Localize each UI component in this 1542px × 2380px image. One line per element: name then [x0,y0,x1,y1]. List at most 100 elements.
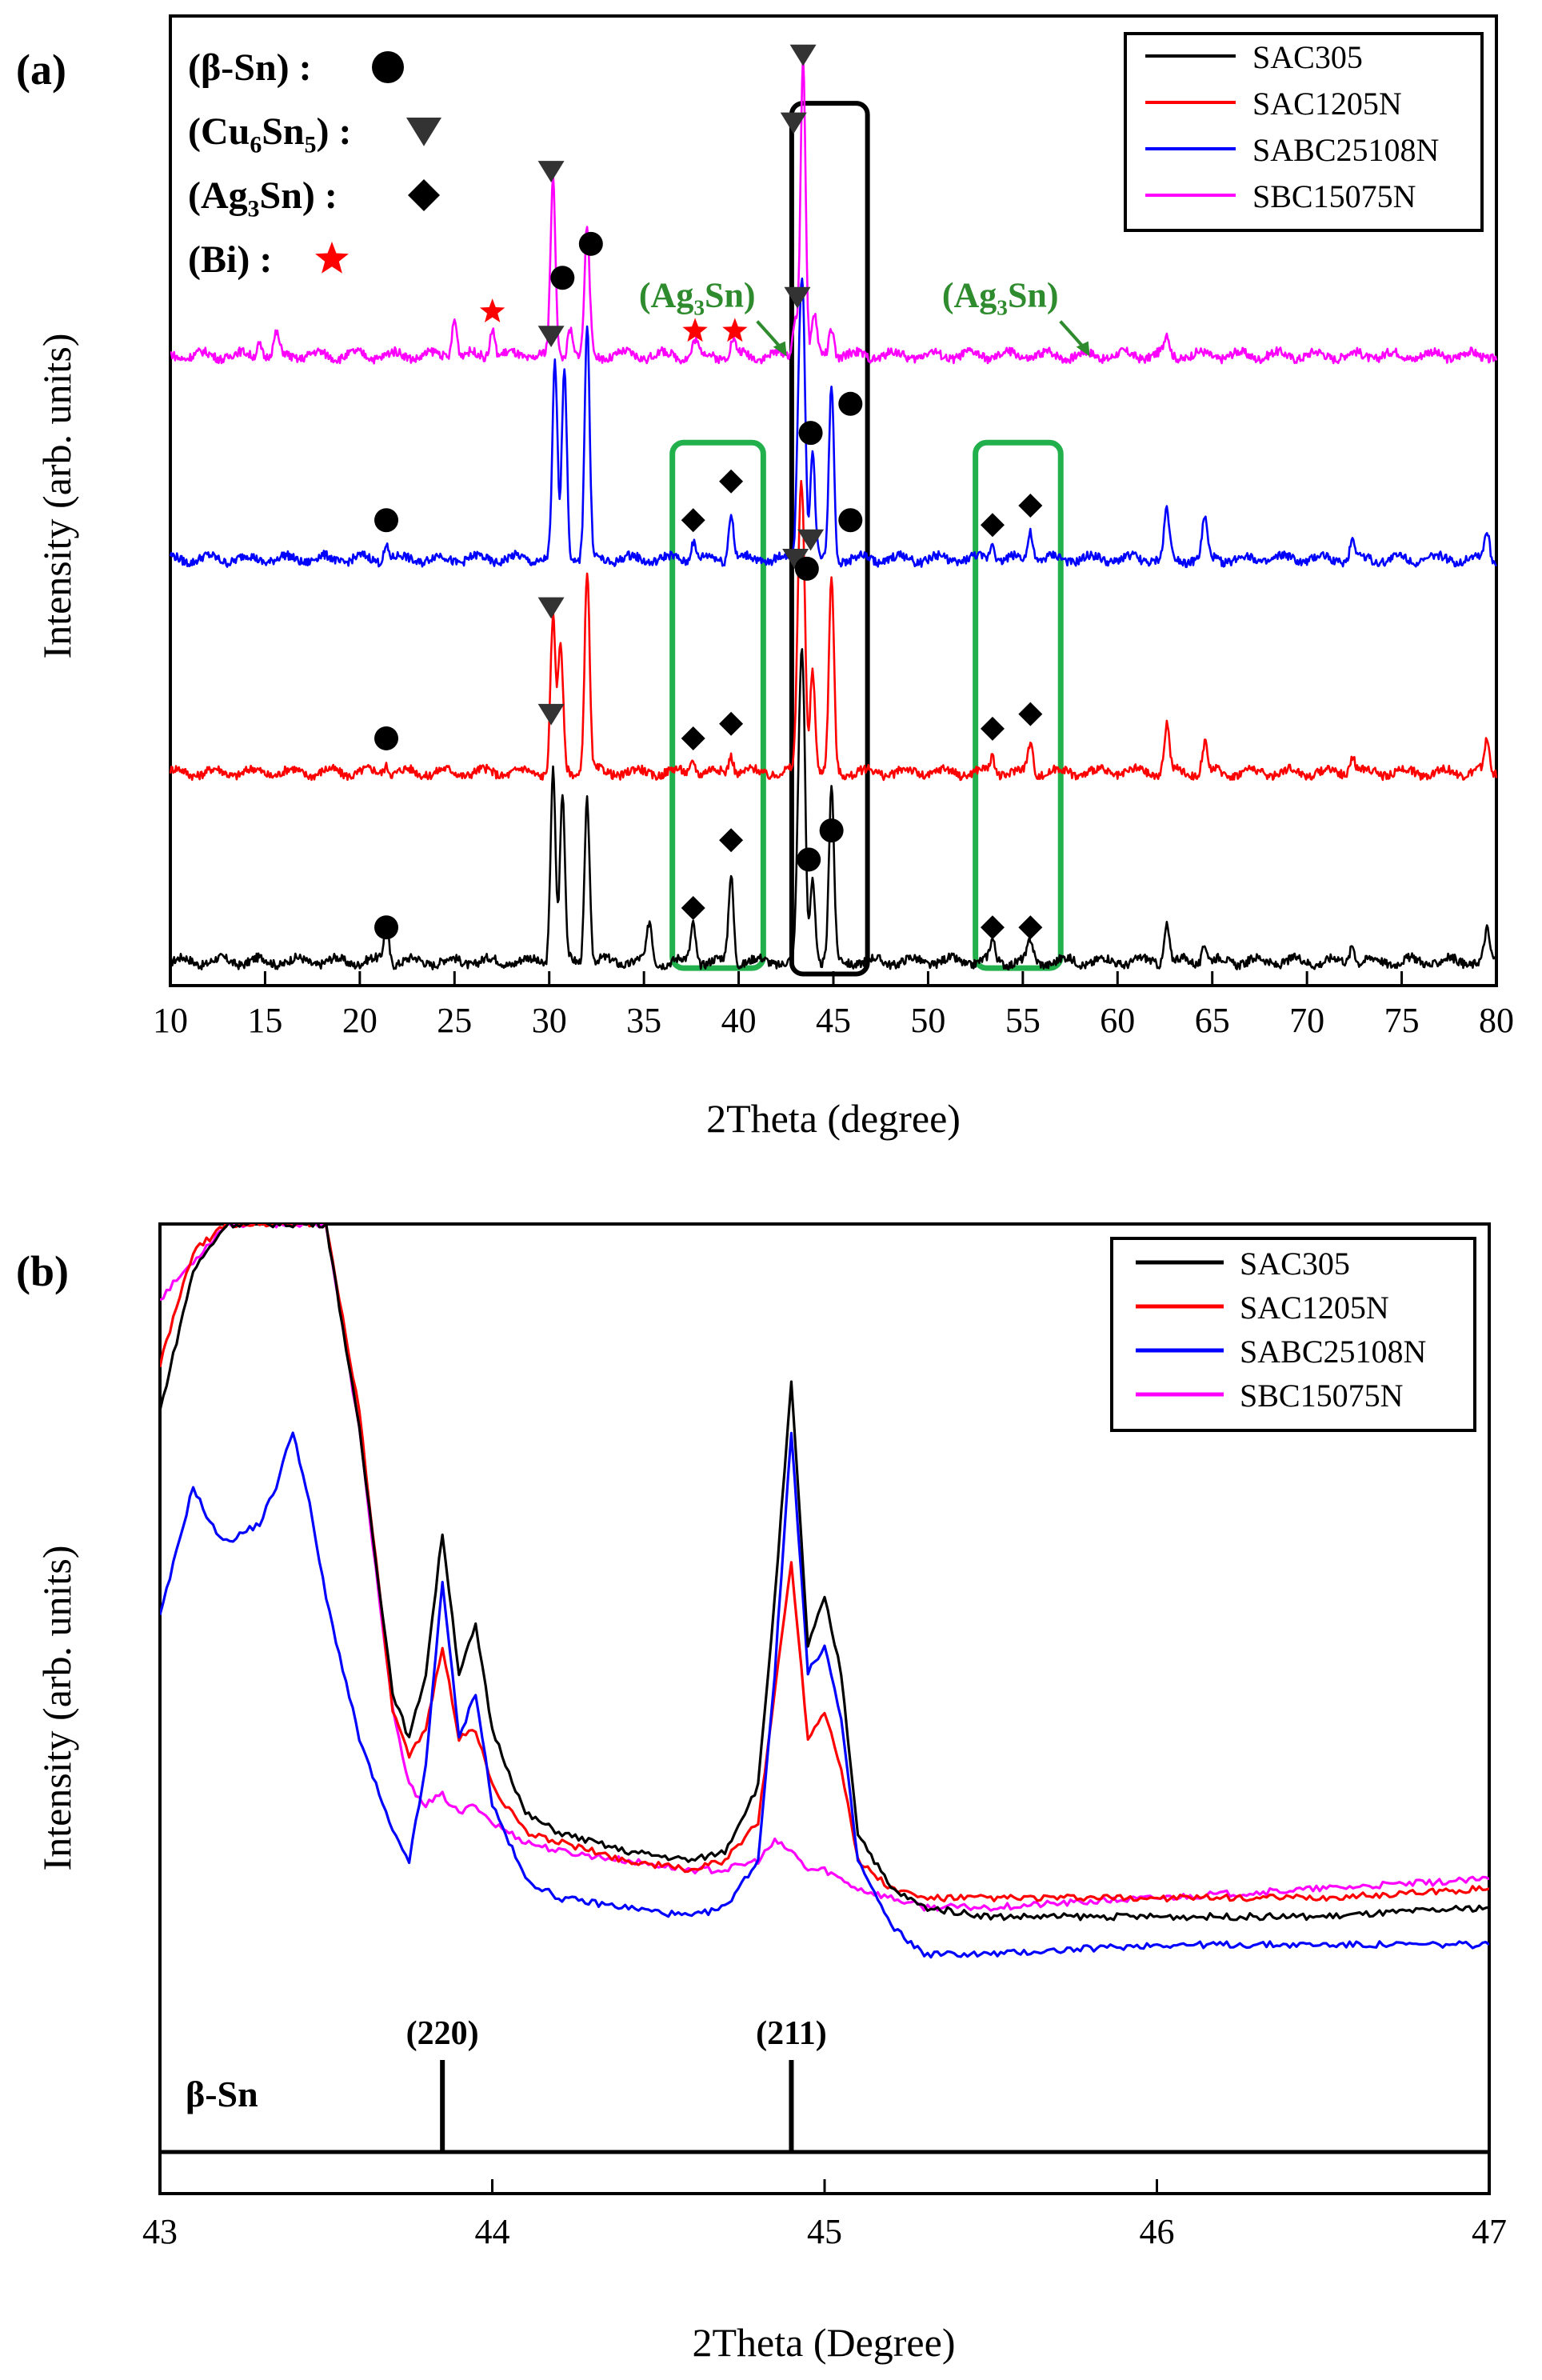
triangle-marker-SBC15075N-7 [784,286,811,309]
b-tick-label-2: 45 [807,2212,842,2251]
circle-marker-SABC25108N-0 [374,508,399,533]
a-phase-markers [374,44,1043,940]
triangle-marker-SAC1205N-5 [782,548,809,570]
circle-marker-SABC25108N-3 [798,421,823,446]
a-y-axis-label: Intensity (arb. units) [34,334,79,659]
a-highlight-boxes [669,101,1064,977]
triangle-marker-SBC15075N-2 [537,161,565,182]
b-x-axis-label: 2Theta (Degree) [693,2320,956,2365]
a-annotations: (Ag3Sn) (Ag3Sn) [639,276,1090,357]
a-legend-label-SAC1205N: SAC1205N [1252,86,1402,122]
diamond-marker-SABC25108N-1 [681,508,705,533]
phase-legend-label-3: (Bi) : [188,238,272,281]
a-tick-label-7: 45 [816,1001,851,1040]
highlight-box-0 [789,101,870,977]
panel-b: (b) β-Sn (220) (211) 43 44 45 46 47 2Theta (De… [16,1222,1507,2365]
star-legend-icon [315,242,349,274]
a-tick-label-5: 35 [626,1001,661,1040]
a-tick-label-0: 10 [153,1001,188,1040]
b-legend-label-SBC15075N: SBC15075N [1240,1378,1404,1414]
a-tick-label-6: 40 [721,1001,757,1040]
circle-marker-SBC15075N-4 [578,231,603,256]
b-reference-peak-label-0: (220) [406,2015,479,2052]
b-tick-label-4: 47 [1472,2212,1507,2251]
circle-marker-SAC305-4 [819,818,844,843]
highlight-box-1 [669,439,766,971]
triangle-legend-icon [406,118,441,146]
triangle-marker-SBC15075N-8 [780,112,807,134]
diamond-marker-SAC1205N-9 [980,716,1005,741]
a-tick-label-1: 15 [247,1001,282,1040]
a-legend-label-SAC305: SAC305 [1252,39,1363,75]
a-tick-label-8: 50 [910,1001,945,1040]
star-marker-SBC15075N-5 [682,318,708,342]
a-tick-label-11: 65 [1195,1001,1230,1040]
b-legend-label-SAC1205N: SAC1205N [1240,1290,1389,1326]
phase-legend-label-1: (Cu6Sn5) : [188,110,351,158]
circle-legend-icon [372,51,404,83]
a-phase-legend: (β-Sn) : (Cu6Sn5) : (Ag3Sn) : (Bi) : [188,46,441,281]
a-tick-label-4: 30 [532,1001,567,1040]
series-line-SABC25108N [169,277,1498,569]
circle-marker-SAC1205N-8 [838,508,863,533]
annotation-ag3sn-1: (Ag3Sn) [942,276,1059,320]
b-reference-peak-label-1: (211) [756,2015,827,2052]
diamond-legend-icon [408,179,440,211]
diamond-marker-SAC305-1 [681,896,705,921]
b-tick-label-1: 44 [475,2212,510,2251]
b-reference-bars: β-Sn (220) (211) [160,2015,1489,2154]
a-tick-label-12: 70 [1289,1001,1324,1040]
a-x-axis-label: 2Theta (degree) [706,1096,961,1141]
a-legend-label-SBC15075N: SBC15075N [1252,178,1416,214]
b-y-axis-label: Intensity (arb. units) [34,1546,79,1871]
series-line-SAC1205N [169,479,1498,782]
diamond-marker-SABC25108N-2 [719,469,744,494]
diamond-marker-SAC305-5 [980,915,1005,940]
b-tick-label-0: 43 [142,2212,178,2251]
circle-marker-SABC25108N-4 [838,391,863,416]
triangle-marker-SAC1205N-7 [797,529,825,551]
a-tick-label-3: 25 [437,1001,472,1040]
triangle-marker-SAC1205N-2 [537,597,565,619]
annotation-arrowhead-0 [773,341,787,357]
circle-marker-SAC1205N-0 [374,726,399,750]
panel-a-label: (a) [16,46,66,94]
diamond-marker-SABC25108N-5 [980,513,1005,538]
diamond-marker-SAC1205N-3 [681,726,705,750]
triangle-marker-SAC1205N-1 [537,703,565,726]
phase-legend-label-0: (β-Sn) : [188,46,312,89]
triangle-marker-SBC15075N-9 [789,44,817,66]
a-series-legend: SAC305 SAC1205N SABC25108N SBC15075N [1124,32,1484,232]
a-tick-label-10: 60 [1100,1001,1135,1040]
a-tick-label-14: 80 [1479,1001,1514,1040]
b-reference-phase-label: β-Sn [186,2074,258,2114]
circle-marker-SAC305-3 [797,847,821,872]
circle-marker-SAC305-0 [374,915,399,940]
b-series-group [160,1224,1489,1959]
panel-a: (a) (Ag3Sn) (Ag3Sn) 10 15 20 25 30 35 40 45 50 55 6… [16,14,1514,1141]
b-series-line-SAC305 [160,1224,1489,1922]
b-legend-label-SAC305: SAC305 [1240,1246,1350,1282]
annotation-ag3sn-0: (Ag3Sn) [639,276,756,320]
diamond-marker-SAC305-2 [719,828,744,853]
b-series-legend: SAC305 SAC1205N SABC25108N SBC15075N [1110,1237,1476,1432]
diamond-marker-SAC1205N-4 [719,711,744,736]
b-x-ticks: 43 44 45 46 47 [142,2179,1507,2251]
a-legend-label-SABC25108N: SABC25108N [1252,132,1439,168]
b-legend-box [1110,1237,1476,1432]
a-tick-label-13: 75 [1384,1001,1420,1040]
triangle-marker-SBC15075N-1 [537,326,565,347]
star-marker-SBC15075N-0 [479,298,505,323]
phase-legend-label-2: (Ag3Sn) : [188,174,338,222]
highlight-box-2 [973,439,1064,971]
b-legend-label-SABC25108N: SABC25108N [1240,1334,1426,1370]
a-tick-label-9: 55 [1005,1001,1041,1040]
diamond-marker-SABC25108N-6 [1018,494,1043,518]
a-tick-label-2: 20 [342,1001,378,1040]
circle-marker-SAC1205N-6 [794,556,819,581]
a-legend-box [1124,32,1484,232]
annotation-arrowhead-1 [1076,341,1090,357]
b-tick-label-3: 46 [1140,2212,1175,2251]
a-x-ticks: 10 15 20 25 30 35 40 45 50 55 60 65 70 75 80 [153,971,1514,1040]
